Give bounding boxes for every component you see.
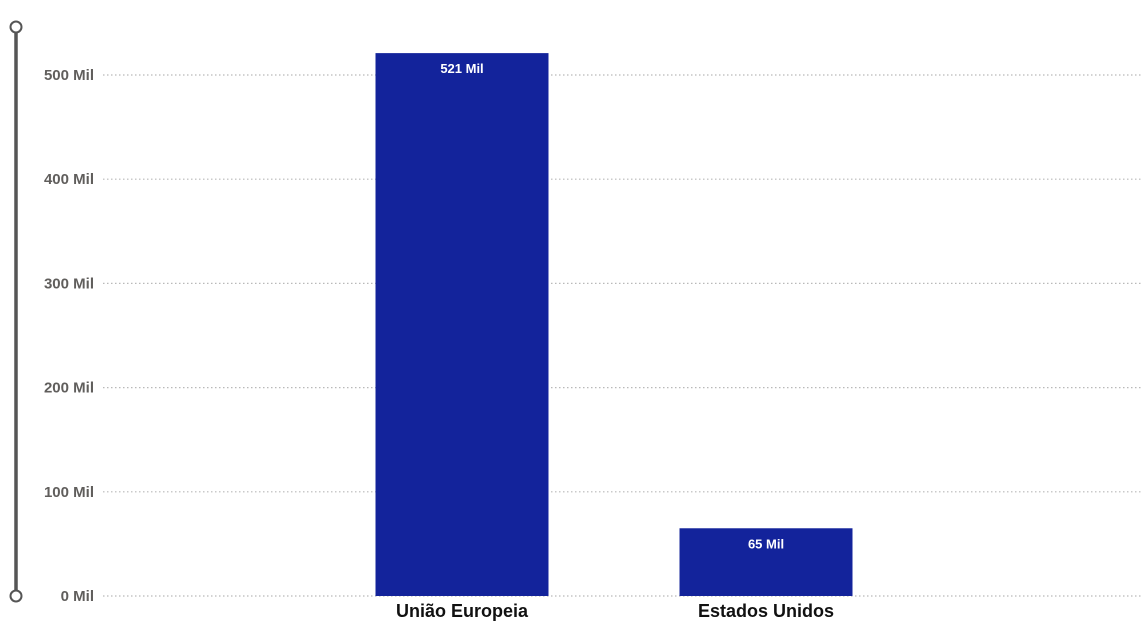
bars	[375, 53, 853, 597]
y-tick-label: 200 Mil	[44, 380, 94, 397]
y-tick-label: 100 Mil	[44, 484, 94, 501]
y-tick-label: 400 Mil	[44, 171, 94, 188]
data-label: 521 Mil	[440, 61, 483, 76]
bar[interactable]	[375, 53, 549, 597]
x-category-label: Estados Unidos	[698, 601, 834, 621]
data-label: 65 Mil	[748, 536, 784, 551]
y-axis-ticks: 0 Mil 100 Mil 200 Mil 300 Mil 400 Mil 500 Mil	[44, 67, 94, 605]
range-slider-bottom-handle[interactable]	[9, 589, 23, 603]
x-axis-categories: União Europeia Estados Unidos	[396, 601, 834, 621]
data-labels: 521 Mil 65 Mil	[440, 61, 784, 551]
y-tick-label: 300 Mil	[44, 275, 94, 292]
y-tick-label: 500 Mil	[44, 67, 94, 84]
x-category-label: União Europeia	[396, 601, 529, 621]
gridlines	[103, 74, 1142, 597]
y-tick-label: 0 Mil	[61, 588, 94, 605]
bar[interactable]	[679, 528, 853, 596]
y-range-slider[interactable]	[9, 20, 23, 603]
range-slider-top-handle[interactable]	[9, 20, 23, 34]
